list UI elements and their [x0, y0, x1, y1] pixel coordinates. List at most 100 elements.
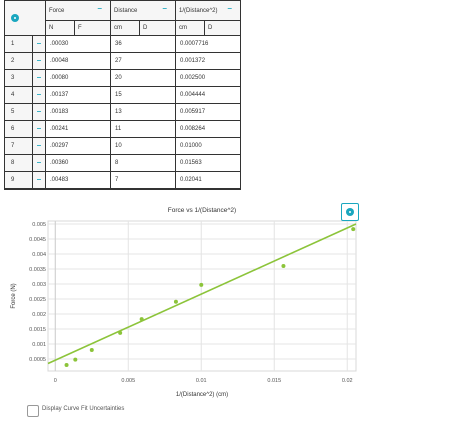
inverse-distance-cell[interactable]: 0.001372: [175, 52, 241, 70]
row-menu[interactable]: –: [32, 103, 46, 121]
symbol-distance[interactable]: D: [139, 20, 176, 36]
data-point: [199, 282, 204, 287]
distance-cell[interactable]: 11: [110, 120, 176, 138]
row-number: 9: [4, 171, 33, 190]
inverse-distance-cell[interactable]: 0.008264: [175, 120, 241, 138]
table-row: 8– .00360 8 0.01563: [4, 154, 241, 172]
table-row: 5– .00183 13 0.005917: [4, 103, 241, 121]
data-point: [89, 348, 94, 352]
row-menu[interactable]: –: [32, 52, 46, 70]
x-tick-label: 0.01: [196, 378, 207, 384]
column-name-inverse-distance: 1/(Distance^2): [179, 7, 218, 14]
data-point: [139, 317, 144, 322]
row-menu[interactable]: –: [32, 86, 46, 104]
y-tick-label: 0.0015: [29, 327, 46, 333]
force-cell[interactable]: .00483: [45, 171, 111, 190]
column-header-inverse-distance[interactable]: 1/(Distance^2) –: [175, 0, 241, 21]
table-row: 3– .00080 20 0.002500: [4, 69, 241, 87]
symbol-inverse-distance[interactable]: D: [204, 20, 241, 36]
chart-settings-button[interactable]: [341, 203, 359, 221]
table-row: 6– .00241 11 0.008264: [4, 120, 241, 138]
row-menu-icon[interactable]: –: [36, 174, 42, 184]
row-number: 5: [4, 103, 33, 121]
data-point: [118, 330, 123, 335]
y-tick-label: 0.002: [32, 312, 46, 318]
table-row: 9– .00483 7 0.02041: [4, 171, 241, 190]
force-vs-inverse-distance-chart: 0 0.005 0.01 0.015 0.02 0.005 0.0045 0.004 0.003…: [11, 207, 357, 398]
inverse-distance-cell[interactable]: 0.004444: [175, 86, 241, 104]
distance-cell[interactable]: 10: [110, 137, 176, 155]
distance-cell[interactable]: 7: [110, 171, 176, 190]
data-point: [351, 227, 356, 232]
table-row: 7– .00297 10 0.01000: [4, 137, 241, 155]
y-axis-label: Force (N): [11, 283, 17, 308]
y-tick-label: 0.001: [32, 342, 46, 348]
column-menu-icon[interactable]: –: [162, 4, 167, 13]
curve-fit-line: [47, 223, 357, 365]
force-cell[interactable]: .00297: [45, 137, 111, 155]
gear-icon: [346, 208, 354, 216]
row-menu-icon[interactable]: –: [36, 72, 42, 82]
distance-cell[interactable]: 27: [110, 52, 176, 70]
inverse-distance-cell[interactable]: 0.01563: [175, 154, 241, 172]
data-point: [64, 363, 69, 367]
distance-cell[interactable]: 15: [110, 86, 176, 104]
inverse-distance-cell[interactable]: 0.002500: [175, 69, 241, 87]
row-menu-icon[interactable]: –: [36, 157, 42, 167]
distance-cell[interactable]: 13: [110, 103, 176, 121]
symbol-force[interactable]: F: [74, 20, 111, 36]
y-tick-label: 0.0025: [29, 297, 46, 303]
row-menu-icon[interactable]: –: [36, 55, 42, 65]
data-point: [173, 299, 178, 304]
force-cell[interactable]: .00080: [45, 69, 111, 87]
y-tick-label: 0.004: [32, 252, 46, 258]
inverse-distance-cell[interactable]: 0.01000: [175, 137, 241, 155]
row-menu[interactable]: –: [32, 35, 46, 53]
force-cell[interactable]: .00241: [45, 120, 111, 138]
force-cell[interactable]: .00183: [45, 103, 111, 121]
column-name-force: Force: [49, 7, 65, 14]
row-number: 7: [4, 137, 33, 155]
column-header-distance[interactable]: Distance –: [110, 0, 176, 21]
row-menu[interactable]: –: [32, 171, 46, 190]
row-number: 4: [4, 86, 33, 104]
row-menu[interactable]: –: [32, 154, 46, 172]
row-menu-icon[interactable]: –: [36, 140, 42, 150]
table-row: 1– .00030 36 0.0007716: [4, 35, 241, 53]
column-header-force[interactable]: Force –: [45, 0, 111, 21]
row-number: 6: [4, 120, 33, 138]
row-menu[interactable]: –: [32, 137, 46, 155]
row-menu-icon[interactable]: –: [36, 89, 42, 99]
y-tick-label: 0.003: [32, 282, 46, 288]
force-cell[interactable]: .00360: [45, 154, 111, 172]
data-table: Force – Distance – 1/(Distance^2) – N F …: [4, 0, 241, 190]
row-number: 1: [4, 35, 33, 53]
row-menu[interactable]: –: [32, 69, 46, 87]
table-settings[interactable]: [4, 0, 46, 36]
inverse-distance-cell[interactable]: 0.0007716: [175, 35, 241, 53]
chart-title: Force vs 1/(Distance^2): [168, 207, 236, 214]
inverse-distance-cell[interactable]: 0.02041: [175, 171, 241, 190]
row-menu[interactable]: –: [32, 120, 46, 138]
force-cell[interactable]: .00048: [45, 52, 111, 70]
unit-force[interactable]: N: [45, 20, 75, 36]
force-cell[interactable]: .00030: [45, 35, 111, 53]
row-menu-icon[interactable]: –: [36, 38, 42, 48]
force-cell[interactable]: .00137: [45, 86, 111, 104]
curve-fit-uncertainties-checkbox[interactable]: [27, 405, 39, 417]
distance-cell[interactable]: 20: [110, 69, 176, 87]
distance-cell[interactable]: 36: [110, 35, 176, 53]
column-menu-icon[interactable]: –: [97, 4, 102, 13]
data-point: [73, 357, 78, 362]
unit-inverse-distance[interactable]: cm: [175, 20, 205, 36]
x-tick-label: 0: [54, 378, 57, 384]
unit-distance[interactable]: cm: [110, 20, 140, 36]
column-menu-icon[interactable]: –: [227, 4, 232, 13]
distance-cell[interactable]: 8: [110, 154, 176, 172]
row-number: 8: [4, 154, 33, 172]
inverse-distance-cell[interactable]: 0.005917: [175, 103, 241, 121]
gear-icon[interactable]: [11, 14, 19, 22]
row-menu-icon[interactable]: –: [36, 106, 42, 116]
row-menu-icon[interactable]: –: [36, 123, 42, 133]
column-name-distance: Distance: [114, 7, 138, 14]
